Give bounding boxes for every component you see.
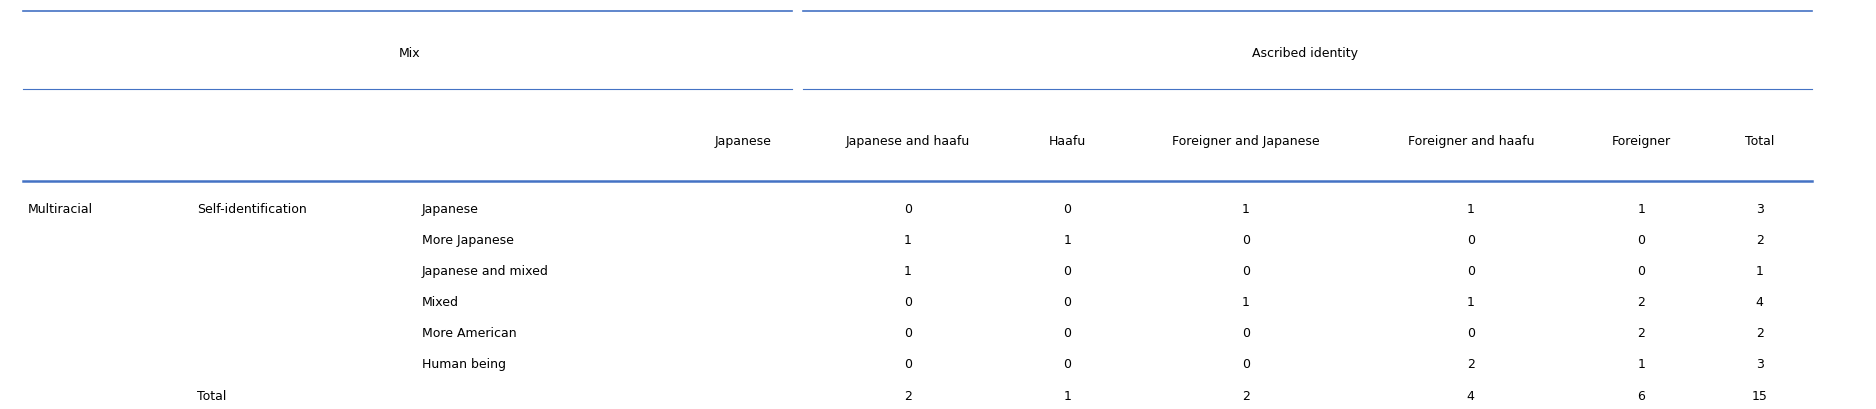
Text: Foreigner and Japanese: Foreigner and Japanese bbox=[1172, 135, 1319, 148]
Text: Japanese: Japanese bbox=[715, 135, 771, 148]
Text: Haafu: Haafu bbox=[1049, 135, 1086, 148]
Text: 0: 0 bbox=[1638, 264, 1645, 277]
Text: 0: 0 bbox=[904, 202, 912, 215]
Text: Japanese: Japanese bbox=[422, 202, 478, 215]
Text: Ascribed identity: Ascribed identity bbox=[1251, 47, 1358, 60]
Text: Human being: Human being bbox=[422, 357, 507, 371]
Text: Japanese and mixed: Japanese and mixed bbox=[422, 264, 550, 277]
Text: 0: 0 bbox=[1467, 326, 1475, 339]
Text: 0: 0 bbox=[1242, 357, 1249, 371]
Text: 4: 4 bbox=[1467, 389, 1475, 402]
Text: 0: 0 bbox=[1064, 264, 1071, 277]
Text: 15: 15 bbox=[1752, 389, 1767, 402]
Text: 0: 0 bbox=[1064, 295, 1071, 308]
Text: Total: Total bbox=[197, 389, 227, 402]
Text: 1: 1 bbox=[904, 264, 912, 277]
Text: 0: 0 bbox=[904, 357, 912, 371]
Text: Self-identification: Self-identification bbox=[197, 202, 308, 215]
Text: 1: 1 bbox=[1638, 357, 1645, 371]
Text: 2: 2 bbox=[1756, 233, 1763, 246]
Text: 1: 1 bbox=[1638, 202, 1645, 215]
Text: 0: 0 bbox=[1064, 202, 1071, 215]
Text: 1: 1 bbox=[1064, 233, 1071, 246]
Text: 1: 1 bbox=[1467, 202, 1475, 215]
Text: More Japanese: More Japanese bbox=[422, 233, 514, 246]
Text: 0: 0 bbox=[1064, 326, 1071, 339]
Text: 0: 0 bbox=[904, 295, 912, 308]
Text: Multiracial: Multiracial bbox=[28, 202, 94, 215]
Text: 2: 2 bbox=[1638, 295, 1645, 308]
Text: 3: 3 bbox=[1756, 357, 1763, 371]
Text: Mixed: Mixed bbox=[422, 295, 460, 308]
Text: 2: 2 bbox=[1638, 326, 1645, 339]
Text: 0: 0 bbox=[1064, 357, 1071, 371]
Text: 6: 6 bbox=[1638, 389, 1645, 402]
Text: 1: 1 bbox=[1242, 202, 1249, 215]
Text: 0: 0 bbox=[1467, 233, 1475, 246]
Text: More American: More American bbox=[422, 326, 516, 339]
Text: 0: 0 bbox=[1242, 233, 1249, 246]
Text: 3: 3 bbox=[1756, 202, 1763, 215]
Text: 1: 1 bbox=[1242, 295, 1249, 308]
Text: 1: 1 bbox=[1467, 295, 1475, 308]
Text: 2: 2 bbox=[1756, 326, 1763, 339]
Text: 1: 1 bbox=[1756, 264, 1763, 277]
Text: Foreigner and haafu: Foreigner and haafu bbox=[1407, 135, 1535, 148]
Text: 1: 1 bbox=[904, 233, 912, 246]
Text: 2: 2 bbox=[1242, 389, 1249, 402]
Text: 0: 0 bbox=[1242, 326, 1249, 339]
Text: 2: 2 bbox=[1467, 357, 1475, 371]
Text: 0: 0 bbox=[1242, 264, 1249, 277]
Text: 0: 0 bbox=[904, 326, 912, 339]
Text: 2: 2 bbox=[904, 389, 912, 402]
Text: 4: 4 bbox=[1756, 295, 1763, 308]
Text: 0: 0 bbox=[1467, 264, 1475, 277]
Text: Total: Total bbox=[1745, 135, 1775, 148]
Text: Japanese and haafu: Japanese and haafu bbox=[846, 135, 970, 148]
Text: Foreigner: Foreigner bbox=[1611, 135, 1672, 148]
Text: Mix: Mix bbox=[400, 47, 420, 60]
Text: 1: 1 bbox=[1064, 389, 1071, 402]
Text: 0: 0 bbox=[1638, 233, 1645, 246]
